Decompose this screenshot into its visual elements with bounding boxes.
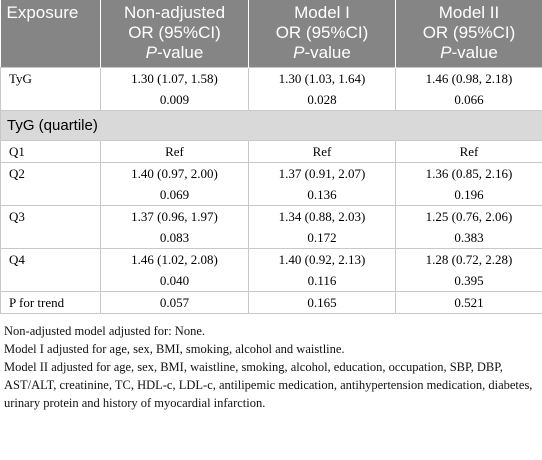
p-rest: -value [304, 43, 351, 62]
cell-line: 0.057 [159, 295, 190, 310]
table-row: Q4 1.46 (1.02, 2.08) 0.040 1.40 (0.92, 2.13… [0, 248, 542, 292]
cell-line: Ref [459, 144, 479, 159]
cell-line: 0.172 [307, 230, 337, 245]
cell-line: 0.028 [307, 92, 337, 107]
cell-line: 1.36 (0.85, 2.16) [425, 166, 513, 181]
cell-line: 0.069 [159, 187, 190, 202]
row-label: Q2 [0, 162, 101, 206]
value-cell: 1.30 (1.03, 1.64) 0.028 [248, 67, 396, 111]
cell-line: 1.28 (0.72, 2.28) [425, 252, 513, 267]
cell-line: 0.136 [307, 187, 337, 202]
value-cell: 1.34 (0.88, 2.03) 0.172 [248, 205, 396, 249]
table-row: Q2 1.40 (0.97, 2.00) 0.069 1.37 (0.91, 2.07… [0, 162, 542, 206]
results-table: Exposure Non-adjusted OR (95%CI) P-value Mod… [0, 0, 542, 314]
value-cell: 1.37 (0.91, 2.07) 0.136 [248, 162, 396, 206]
value-cell: 1.30 (1.07, 1.58) 0.009 [100, 67, 249, 111]
cell-line: 1.37 (0.91, 2.07) [278, 166, 366, 181]
row-label: TyG [0, 67, 101, 111]
cell-line: 0.009 [159, 92, 190, 107]
cell-line: 0.196 [454, 187, 484, 202]
cell-line: 1.37 (0.96, 1.97) [131, 209, 218, 224]
row-label: P for trend [0, 291, 101, 314]
row-label: Q4 [0, 248, 101, 292]
cell-line: 1.30 (1.07, 1.58) [131, 71, 218, 86]
cell-line: 0.521 [454, 295, 484, 310]
p-rest: -value [157, 43, 204, 62]
value-cell: 0.165 [248, 291, 396, 314]
cell-line: 1.30 (1.03, 1.64) [278, 71, 366, 86]
header-line: OR (95%CI) [275, 23, 369, 42]
cell-line: 1.46 (1.02, 2.08) [131, 252, 218, 267]
cell-line: 1.46 (0.98, 2.18) [425, 71, 513, 86]
cell-line: 1.40 (0.92, 2.13) [278, 252, 366, 267]
value-cell: 1.37 (0.96, 1.97) 0.083 [100, 205, 249, 249]
header-line: OR (95%CI) [422, 23, 516, 42]
cell-line: 1.40 (0.97, 2.00) [131, 166, 218, 181]
cell-line: 0.040 [159, 273, 190, 288]
footnotes: Non-adjusted model adjusted for: None. Mo… [0, 314, 542, 412]
row-label: Q1 [0, 140, 101, 163]
cell-line: 0.066 [454, 92, 484, 107]
table-row: Q1 Ref Ref Ref [0, 140, 542, 163]
header-line: Model I [294, 3, 350, 22]
value-cell: Ref [248, 140, 396, 163]
header-line: P-value [105, 43, 244, 63]
header-line: P-value [400, 43, 538, 63]
cell-line: 0.083 [159, 230, 190, 245]
header-row: Exposure Non-adjusted OR (95%CI) P-value Mod… [0, 0, 542, 68]
cell-line: 0.116 [307, 273, 337, 288]
value-cell: 0.521 [395, 291, 542, 314]
value-cell: 1.40 (0.97, 2.00) 0.069 [100, 162, 249, 206]
header-line: Non-adjusted [123, 3, 226, 22]
header-line: Exposure [6, 3, 79, 22]
cell-line: Ref [312, 144, 332, 159]
footnote: Model II adjusted for age, sex, BMI, wai… [4, 360, 533, 410]
header-line: P-value [253, 43, 391, 63]
value-cell: 1.28 (0.72, 2.28) 0.395 [395, 248, 542, 292]
p-italic: P [145, 43, 158, 62]
cell-line: Ref [165, 144, 184, 159]
table-row: TyG 1.30 (1.07, 1.58) 0.009 1.30 (1.03, 1.6… [0, 67, 542, 111]
header-cell: Model II OR (95%CI) P-value [395, 0, 542, 68]
header-line: Model II [438, 3, 500, 22]
value-cell: 1.46 (1.02, 2.08) 0.040 [100, 248, 249, 292]
value-cell: 1.25 (0.76, 2.06) 0.383 [395, 205, 542, 249]
header-cell: Exposure [0, 0, 101, 68]
cell-line: 0.395 [454, 273, 484, 288]
table-row: TyG (quartile) [0, 110, 542, 141]
value-cell: 1.36 (0.85, 2.16) 0.196 [395, 162, 542, 206]
header-cell: Non-adjusted OR (95%CI) P-value [100, 0, 249, 68]
p-italic: P [440, 43, 452, 62]
row-label: Q3 [0, 205, 101, 249]
value-cell: Ref [100, 140, 249, 163]
p-rest: -value [451, 43, 498, 62]
section-cell: TyG (quartile) [0, 110, 542, 141]
value-cell: Ref [395, 140, 542, 163]
cell-line: 0.165 [307, 295, 337, 310]
table-row: P for trend 0.057 0.165 0.521 [0, 291, 542, 314]
footnote: Non-adjusted model adjusted for: None. [4, 324, 205, 338]
table-row: Q3 1.37 (0.96, 1.97) 0.083 1.34 (0.88, 2.03… [0, 205, 542, 249]
header-cell: Model I OR (95%CI) P-value [248, 0, 396, 68]
value-cell: 1.46 (0.98, 2.18) 0.066 [395, 67, 542, 111]
footnote: Model I adjusted for age, sex, BMI, smok… [4, 342, 345, 356]
cell-line: 1.34 (0.88, 2.03) [278, 209, 366, 224]
cell-line: 0.383 [454, 230, 484, 245]
p-italic: P [293, 43, 305, 62]
header-line: OR (95%CI) [128, 23, 221, 42]
cell-line: 1.25 (0.76, 2.06) [425, 209, 513, 224]
value-cell: 1.40 (0.92, 2.13) 0.116 [248, 248, 396, 292]
value-cell: 0.057 [100, 291, 249, 314]
table-body: TyG 1.30 (1.07, 1.58) 0.009 1.30 (1.03, 1.6… [0, 67, 542, 314]
